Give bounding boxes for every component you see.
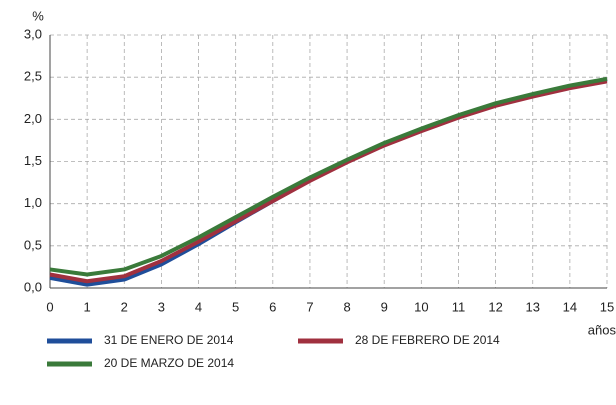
x-tick-label: 11 xyxy=(452,299,466,314)
x-tick-label: 0 xyxy=(46,299,53,314)
line xyxy=(49,79,608,284)
y-axis-label: % xyxy=(32,8,44,23)
y-tick-label: 2,0 xyxy=(24,111,42,126)
x-tick-label: 13 xyxy=(525,299,539,314)
x-axis-label: años xyxy=(588,322,616,337)
x-tick-label: 12 xyxy=(488,299,502,314)
x-tick-label: 2 xyxy=(121,299,128,314)
legend-label: 31 DE ENERO DE 2014 xyxy=(104,333,234,347)
y-tick-label: 1,5 xyxy=(24,153,42,168)
line xyxy=(49,77,608,287)
x-tick-label: 14 xyxy=(563,299,577,314)
x-tick-label: 8 xyxy=(343,299,350,314)
line xyxy=(49,76,608,277)
y-tick-label: 1,0 xyxy=(24,195,42,210)
x-tick-label: 1 xyxy=(84,299,91,314)
x-tick-label: 6 xyxy=(269,299,276,314)
x-tick-label: 9 xyxy=(381,299,388,314)
x-tick-label: 5 xyxy=(232,299,239,314)
y-tick-label: 3,0 xyxy=(24,26,42,41)
legend-label: 28 DE FEBRERO DE 2014 xyxy=(355,333,500,347)
x-tick-label: 7 xyxy=(306,299,313,314)
y-tick-label: 0,5 xyxy=(24,237,42,252)
y-tick-label: 2,5 xyxy=(24,69,42,84)
legend-label: 20 DE MARZO DE 2014 xyxy=(104,356,234,370)
x-tick-label: 4 xyxy=(195,299,202,314)
y-tick-label: 0,0 xyxy=(24,279,42,294)
x-tick-label: 10 xyxy=(414,299,428,314)
x-tick-label: 15 xyxy=(600,299,614,314)
x-tick-label: 3 xyxy=(158,299,165,314)
